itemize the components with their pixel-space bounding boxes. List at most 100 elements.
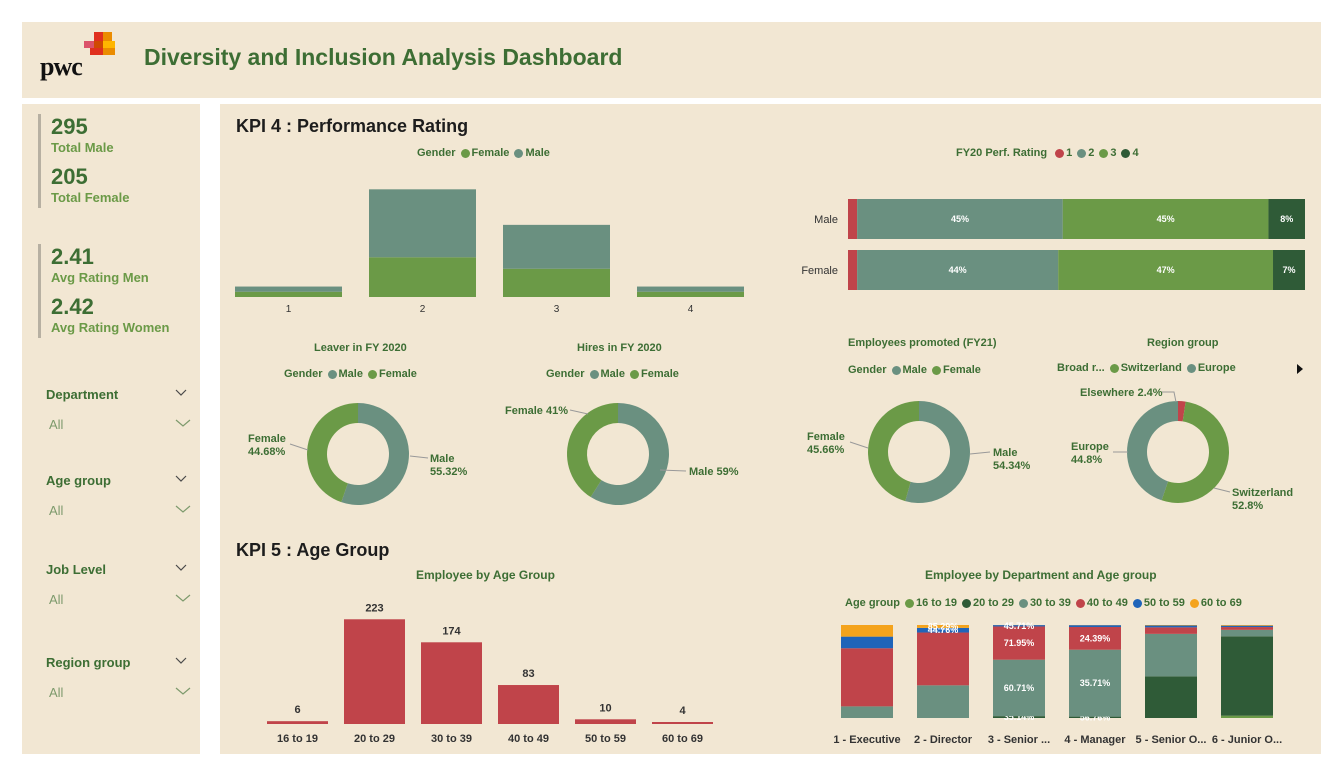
age-tick-label: 30 to 39 [431, 733, 472, 745]
age-group-filter-header[interactable]: Age group [46, 470, 187, 490]
region-title: Region group [1147, 337, 1219, 349]
legend-r4: 4 [1132, 147, 1139, 159]
region-group-filter[interactable]: Region group All [46, 652, 191, 702]
dept-segment [1069, 649, 1121, 717]
kpi4-title: KPI 4 : Performance Rating [236, 116, 469, 136]
rating-gender-legend-title: Gender [417, 147, 456, 159]
age-group-filter[interactable]: Age group All [46, 470, 191, 520]
chevron-down-icon[interactable] [175, 475, 187, 485]
job-level-filter-label: Job Level [46, 561, 106, 577]
sidebar: 295 Total Male 205 Total Female 2.41 Avg… [22, 104, 200, 754]
dept-segment [841, 648, 893, 707]
pwc-logo-text: pwc [40, 52, 83, 81]
dept-segment [1069, 716, 1121, 718]
age-bar-value: 6 [294, 704, 300, 716]
region-group-dropdown-value: All [49, 684, 64, 700]
avg-rating-women-value: 2.42 [51, 294, 94, 319]
dept-segment-label: 71.95% [1004, 638, 1035, 648]
donut-label: Switzerland [1232, 487, 1293, 499]
fy20-segment [1058, 250, 1274, 290]
rating-male-bar [369, 189, 476, 258]
dept-segment-label: 35.14% [1004, 712, 1035, 722]
dept-segment-label: 56.76% [1080, 712, 1111, 722]
age-bar-value: 174 [442, 625, 461, 637]
fy20-segment-label: 47% [1157, 265, 1175, 275]
dept-segment [1069, 627, 1121, 650]
legend-60-69: 60 to 69 [1200, 597, 1242, 609]
legend-dot [367, 369, 377, 379]
rating-female-bar [637, 291, 744, 297]
dept-segment [1145, 625, 1197, 628]
region-group-dropdown[interactable]: All [46, 682, 191, 702]
legend-dot [1055, 148, 1065, 158]
department-filter-header[interactable]: Department [46, 384, 187, 404]
leader-line [569, 409, 589, 415]
dept-segment [917, 685, 969, 718]
legend-switzerland: Switzerland [1120, 362, 1182, 374]
dept-segment [993, 659, 1045, 717]
rating-tick-label: 3 [554, 304, 560, 315]
age-bar-value: 4 [679, 705, 686, 717]
rating-tick-label: 1 [286, 304, 292, 315]
fy20-segment [857, 250, 1059, 290]
donut-label: 52.8% [1232, 500, 1263, 512]
dept-segment-label: 45.71% [1004, 621, 1035, 631]
header: pwc Diversity and Inclusion Analysis Das… [22, 22, 1321, 98]
dept-segment-label: 44.76% [928, 625, 959, 635]
region-group-filter-header[interactable]: Region group [46, 652, 187, 672]
legend-dot [1018, 598, 1028, 608]
chevron-down-icon[interactable] [175, 389, 187, 399]
legend-male: Male [902, 364, 927, 376]
legend-dot [1132, 598, 1142, 608]
leader-line [969, 451, 991, 455]
legend-dot [1099, 148, 1109, 158]
job-level-filter[interactable]: Job Level All [46, 559, 191, 609]
avg-rating-women-label: Avg Rating Women [51, 320, 170, 335]
hires-slice [590, 403, 669, 505]
fy20-segment [848, 199, 858, 239]
age-group-chart: 6 16 to 19 223 20 to 29 174 30 to 39 83 40 to 4… [267, 602, 713, 745]
chevron-down-icon[interactable] [175, 687, 191, 697]
fy20-segment [1268, 199, 1305, 239]
chevron-down-icon[interactable] [175, 594, 191, 604]
dept-segment [993, 716, 1045, 718]
legend-40-49: 40 to 49 [1086, 597, 1128, 609]
dept-segment [1069, 625, 1121, 628]
job-level-dropdown[interactable]: All [46, 589, 191, 609]
donut-label: Male [993, 447, 1017, 459]
legend-20-29: 20 to 29 [972, 597, 1014, 609]
legend-r2: 2 [1088, 147, 1095, 159]
avg-rating-men-value: 2.41 [51, 244, 94, 269]
donut-label: 54.34% [993, 460, 1031, 472]
department-age-chart: 1 - Executive 44.76%85.29% 2 - Director 35.… [833, 621, 1282, 746]
dept-segment [841, 636, 893, 649]
chevron-down-icon[interactable] [175, 419, 191, 429]
chevron-down-icon[interactable] [175, 564, 187, 574]
donut-label: Elsewhere 2.4% [1080, 387, 1163, 399]
rating-tick-label: 4 [688, 304, 694, 315]
legend-16-19: 16 to 19 [916, 597, 957, 609]
age-bar-value: 223 [365, 602, 383, 614]
donut-label: Female [807, 431, 845, 443]
region-legend: Broad r... Switzerland Europe [1057, 362, 1236, 374]
age-bar [498, 685, 559, 724]
dept-segment [917, 625, 969, 628]
age-chart-title: Employee by Age Group [416, 568, 555, 582]
hires-legend-title: Gender [546, 368, 585, 380]
dept-segment [841, 706, 893, 718]
chevron-down-icon[interactable] [175, 505, 191, 515]
dept-segment [1145, 633, 1197, 677]
age-group-dropdown[interactable]: All [46, 500, 191, 520]
rating-female-bar [503, 268, 610, 297]
rating-male-bar [637, 286, 744, 292]
dept-tick-label: 2 - Director [914, 734, 973, 746]
age-tick-label: 20 to 29 [354, 733, 395, 745]
region-slice [1178, 401, 1186, 422]
chevron-down-icon[interactable] [175, 657, 187, 667]
job-level-filter-header[interactable]: Job Level [46, 559, 187, 579]
legend-next-icon[interactable] [1295, 363, 1305, 375]
department-filter[interactable]: Department All [46, 384, 191, 434]
fy20-segment [857, 199, 1063, 239]
department-dropdown[interactable]: All [46, 414, 191, 434]
leader-line [1213, 487, 1231, 493]
